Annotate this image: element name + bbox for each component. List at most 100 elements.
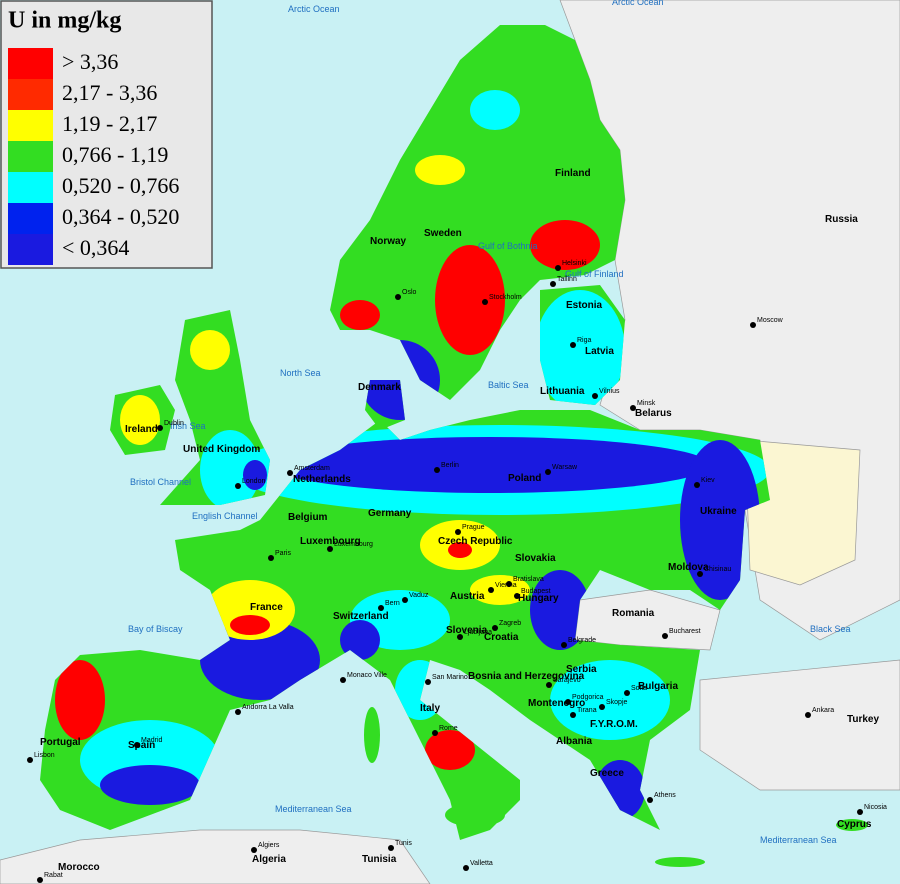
country-label: Belarus xyxy=(635,408,672,419)
city-label: San Marino xyxy=(432,674,468,681)
country-label: Czech Republic xyxy=(438,536,513,547)
city-dot xyxy=(662,633,668,639)
city-label: Paris xyxy=(275,550,291,557)
city-label: Prague xyxy=(462,524,485,531)
country-label: Slovakia xyxy=(515,553,556,564)
city-dot xyxy=(570,342,576,348)
sea-label: Bay of Biscay xyxy=(128,624,183,634)
sea-label: Arctic Ocean xyxy=(288,4,340,14)
city-label: Bucharest xyxy=(669,628,701,635)
country-label: Algeria xyxy=(252,854,286,865)
city-label: Podgorica xyxy=(572,694,604,701)
legend-swatch xyxy=(8,172,53,203)
city-dot xyxy=(251,847,257,853)
city-dot xyxy=(482,299,488,305)
sea-label: Bristol Channel xyxy=(130,477,191,487)
city-label: Andorra La Valla xyxy=(242,704,294,711)
city-label: Belgrade xyxy=(568,637,596,644)
legend-label: 2,17 - 3,36 xyxy=(62,80,157,105)
city-dot xyxy=(432,730,438,736)
country-label: Ireland xyxy=(125,424,158,435)
labels: Arctic Ocean Arctic Ocean Gulf of Bothnia G… xyxy=(27,0,887,883)
legend-swatch xyxy=(8,48,53,79)
country-label: Poland xyxy=(508,473,541,484)
city-dot xyxy=(514,593,520,599)
legend-label: 0,520 - 0,766 xyxy=(62,173,179,198)
city-dot xyxy=(647,797,653,803)
legend-label: < 0,364 xyxy=(62,235,129,260)
city-dot xyxy=(463,865,469,871)
country-label: Switzerland xyxy=(333,611,389,622)
country-label: Norway xyxy=(370,236,407,247)
city-dot xyxy=(434,467,440,473)
city-label: Nicosia xyxy=(864,804,887,811)
country-label: Moldova xyxy=(668,562,709,573)
city-label: Chisinau xyxy=(704,566,731,573)
city-dot xyxy=(287,470,293,476)
legend-swatch xyxy=(8,79,53,110)
city-label: London xyxy=(242,478,265,485)
country-label: Finland xyxy=(555,168,591,179)
city-dot xyxy=(402,597,408,603)
city-label: Monaco Ville xyxy=(347,672,387,679)
legend-swatch xyxy=(8,141,53,172)
city-dot xyxy=(425,679,431,685)
city-label: Tirana xyxy=(577,707,597,714)
city-dot xyxy=(555,265,561,271)
city-label: Budapest xyxy=(521,588,551,595)
city-dot xyxy=(592,393,598,399)
city-label: Minsk xyxy=(637,400,656,407)
city-label: Helsinki xyxy=(562,260,587,267)
country-label: Luxembourg xyxy=(300,536,361,547)
city-label: Tallinn xyxy=(557,276,577,283)
city-label: Madrid xyxy=(141,737,163,744)
city-label: Vilnius xyxy=(599,388,620,395)
country-label: Germany xyxy=(368,508,412,519)
country-label: Lithuania xyxy=(540,386,585,397)
sea-label: Baltic Sea xyxy=(488,380,529,390)
city-dot xyxy=(561,642,567,648)
city-label: Berlin xyxy=(441,462,459,469)
city-label: Bratislava xyxy=(513,576,544,583)
city-dot xyxy=(565,699,571,705)
legend: U in mg/kg > 3,36 2,17 - 3,36 1,19 - 2,17 0… xyxy=(0,0,213,269)
city-dot xyxy=(157,425,163,431)
country-label: Slovenia xyxy=(446,625,488,636)
land-nodata xyxy=(744,439,861,586)
country-label: Serbia xyxy=(566,664,597,675)
country-label: Italy xyxy=(420,703,440,714)
city-dot xyxy=(378,605,384,611)
city-label: Skopje xyxy=(606,699,628,706)
country-label: F.Y.R.O.M. xyxy=(590,719,638,730)
sea-label: Mediterranean Sea xyxy=(760,835,837,845)
sea-label: Gulf of Bothnia xyxy=(478,241,538,251)
city-label: Stockholm xyxy=(489,294,522,301)
city-dot xyxy=(545,469,551,475)
legend-swatch xyxy=(8,234,53,265)
sea-label: Black Sea xyxy=(810,624,851,634)
country-label: France xyxy=(250,602,283,613)
country-label: Ukraine xyxy=(700,506,737,517)
city-label: Zagreb xyxy=(499,620,521,627)
city-dot xyxy=(570,712,576,718)
sea-label: English Channel xyxy=(192,511,258,521)
country-label: Cyprus xyxy=(837,819,872,830)
sea-label: Arctic Ocean xyxy=(612,0,664,7)
legend-label: > 3,36 xyxy=(62,49,118,74)
city-dot xyxy=(37,877,43,883)
city-dot xyxy=(235,483,241,489)
city-label: Riga xyxy=(577,337,592,344)
city-label: Rabat xyxy=(44,872,63,879)
country-label: Romania xyxy=(612,608,655,619)
country-label: United Kingdom xyxy=(183,444,260,455)
sea-label: Irish Sea xyxy=(170,421,206,431)
country-label: Portugal xyxy=(40,737,81,748)
city-dot xyxy=(327,546,333,552)
city-label: Algiers xyxy=(258,842,280,849)
country-label: Hungary xyxy=(518,593,559,604)
legend-label: 0,364 - 0,520 xyxy=(62,204,179,229)
city-label: Ljubljana xyxy=(464,629,492,636)
country-label: Spain xyxy=(128,740,155,751)
city-label: Moscow xyxy=(757,317,784,324)
city-label: Luxembourg xyxy=(334,541,373,548)
